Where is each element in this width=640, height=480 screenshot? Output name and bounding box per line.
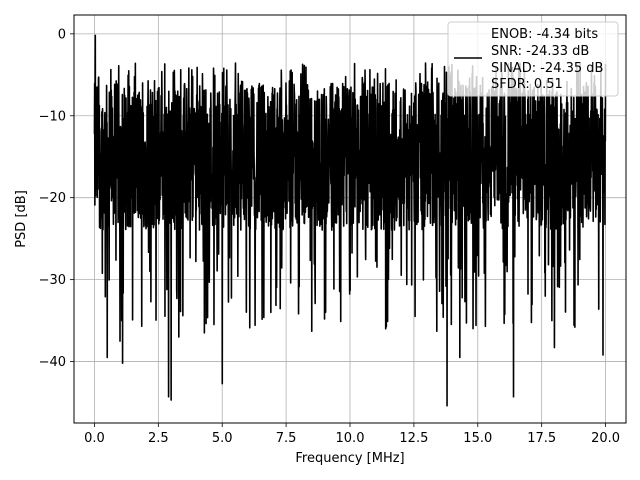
- x-tick-label: 7.5: [276, 431, 297, 446]
- x-tick-label: 15.0: [463, 431, 492, 446]
- y-tick-label: −10: [39, 109, 66, 124]
- y-tick-label: 0: [58, 27, 66, 42]
- legend-entry-sinad: SINAD: -24.35 dB: [491, 61, 603, 76]
- x-tick-label: 17.5: [527, 431, 556, 446]
- y-tick-label: −20: [39, 191, 66, 206]
- x-tick-label: 10.0: [336, 431, 365, 446]
- y-tick-label: −40: [39, 355, 66, 370]
- legend-box: [447, 21, 619, 97]
- y-tick-label: −30: [39, 273, 66, 288]
- x-tick-label: 12.5: [399, 431, 428, 446]
- plot-area: [93, 34, 607, 407]
- y-axis-label: PSD [dB]: [14, 190, 29, 248]
- x-axis-label: Frequency [MHz]: [295, 451, 404, 466]
- legend: ENOB: -4.34 bits SNR: -24.33 dB SINAD: -…: [447, 21, 619, 97]
- y-axis-ticks: 0 −10 −20 −30 −40: [39, 27, 74, 370]
- x-tick-label: 2.5: [148, 431, 169, 446]
- psd-series-line: [93, 34, 607, 407]
- x-tick-label: 20.0: [591, 431, 620, 446]
- x-tick-label: 5.0: [212, 431, 233, 446]
- legend-entry-enob: ENOB: -4.34 bits: [491, 27, 598, 42]
- x-tick-label: 0.0: [84, 431, 105, 446]
- legend-entry-snr: SNR: -24.33 dB: [491, 44, 589, 59]
- legend-entry-sfdr: SFDR: 0.51: [491, 77, 563, 92]
- x-axis-ticks: 0.0 2.5 5.0 7.5 10.0 12.5 15.0 17.5 20.0: [84, 423, 620, 446]
